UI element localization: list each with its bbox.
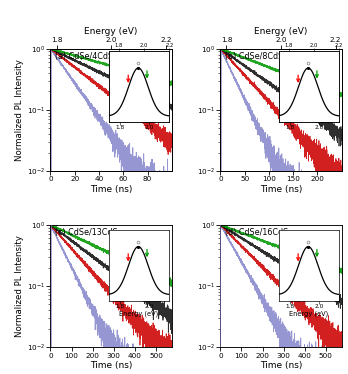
X-axis label: Energy (eV): Energy (eV) bbox=[254, 27, 308, 36]
Y-axis label: Normalized PL Intensity: Normalized PL Intensity bbox=[15, 59, 24, 161]
X-axis label: Time (ns): Time (ns) bbox=[260, 361, 302, 370]
Text: (c) CdSe/13CdS: (c) CdSe/13CdS bbox=[55, 229, 118, 237]
X-axis label: Energy (eV): Energy (eV) bbox=[85, 27, 138, 36]
X-axis label: Time (ns): Time (ns) bbox=[90, 361, 132, 370]
Text: (a) CdSe/4CdS: (a) CdSe/4CdS bbox=[55, 52, 113, 61]
Y-axis label: Normalized PL Intensity: Normalized PL Intensity bbox=[15, 235, 24, 337]
X-axis label: Time (ns): Time (ns) bbox=[260, 185, 302, 194]
X-axis label: Time (ns): Time (ns) bbox=[90, 185, 132, 194]
Text: (d) CdSe/16CdS: (d) CdSe/16CdS bbox=[225, 229, 288, 237]
Text: (b) CdSe/8CdS: (b) CdSe/8CdS bbox=[225, 52, 284, 61]
